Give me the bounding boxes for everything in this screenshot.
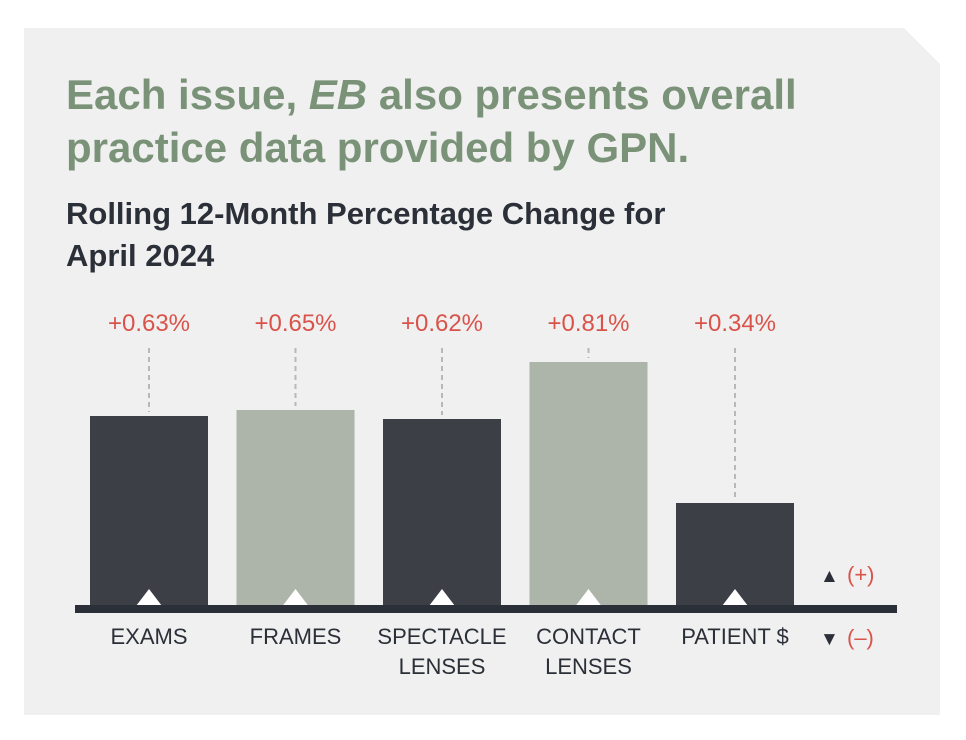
category-label-3-0: CONTACT [536, 624, 641, 649]
category-label-3-1: LENSES [545, 654, 632, 679]
category-label-1-0: FRAMES [250, 624, 342, 649]
headline: Each issue, EB also presents overall pra… [66, 68, 886, 174]
direction-marker-up-0 [136, 589, 162, 606]
bar-3 [529, 362, 648, 605]
headline-part-2: also presents overall practice data prov… [66, 71, 797, 171]
legend-down-label: (–) [847, 625, 874, 650]
chart-title: Rolling 12-Month Percentage Change for A… [66, 196, 666, 273]
legend-up-label: (+) [847, 562, 875, 587]
direction-marker-up-4 [722, 589, 748, 606]
headline-emphasis: EB [308, 71, 368, 118]
value-label-4: +0.34% [694, 310, 776, 337]
category-label-0-0: EXAMS [110, 624, 187, 649]
value-label-0: +0.63% [108, 310, 190, 337]
category-label-4-0: PATIENT $ [681, 624, 789, 649]
headline-part-1: Each issue, [66, 71, 309, 118]
direction-marker-up-3 [575, 589, 602, 606]
bar-2 [383, 419, 501, 605]
value-label-2: +0.62% [401, 310, 483, 337]
bar-1 [236, 410, 355, 605]
legend-up-symbol: ▲ [820, 566, 839, 587]
x-axis [75, 605, 897, 613]
bar-0 [90, 416, 208, 605]
value-label-3: +0.81% [547, 310, 629, 337]
legend-down-symbol: ▼ [820, 629, 839, 650]
value-label-1: +0.65% [254, 310, 336, 337]
direction-marker-up-2 [429, 589, 455, 606]
category-label-2-0: SPECTACLE [377, 624, 506, 649]
direction-marker-up-1 [282, 589, 309, 606]
bar-4 [676, 503, 794, 605]
category-label-2-1: LENSES [399, 654, 486, 679]
